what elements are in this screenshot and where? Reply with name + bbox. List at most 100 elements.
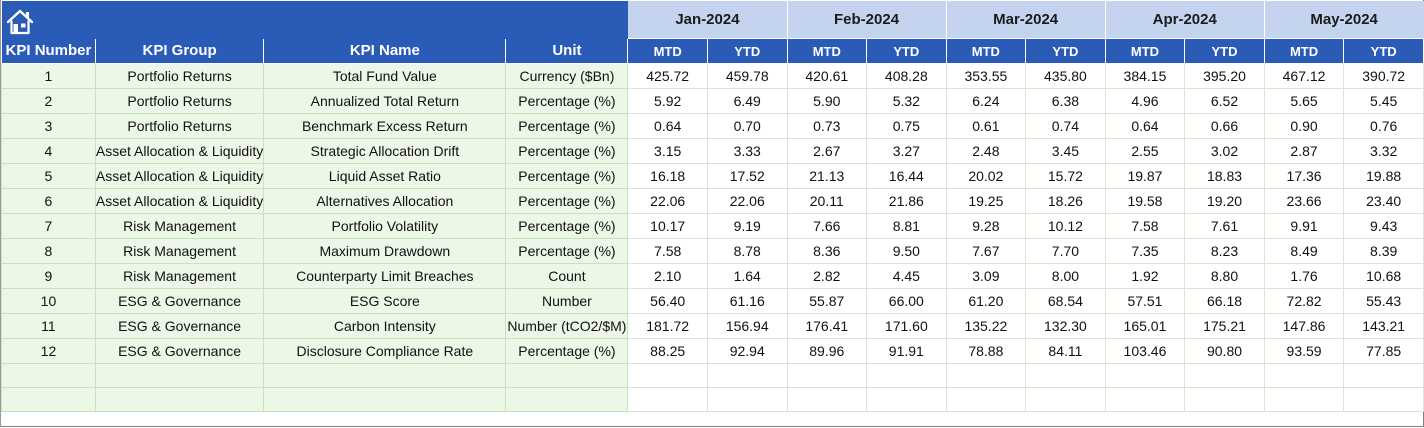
- empty-cell[interactable]: [1343, 387, 1424, 412]
- unit-cell[interactable]: Percentage (%): [505, 113, 629, 139]
- mtd-value-cell[interactable]: 467.12: [1263, 63, 1345, 89]
- empty-cell[interactable]: [1, 363, 96, 388]
- kpi-group-cell[interactable]: Asset Allocation & Liquidity: [94, 138, 265, 164]
- kpi-name-cell[interactable]: Alternatives Allocation: [263, 188, 507, 214]
- ytd-value-cell[interactable]: 9.50: [866, 238, 947, 264]
- mtd-value-cell[interactable]: 165.01: [1104, 313, 1186, 339]
- mtd-value-cell[interactable]: 3.15: [627, 138, 708, 164]
- unit-cell[interactable]: Currency ($Bn): [505, 63, 629, 89]
- empty-cell[interactable]: [1343, 363, 1424, 388]
- home-icon[interactable]: [5, 8, 35, 36]
- mtd-value-cell[interactable]: 5.90: [786, 88, 868, 114]
- unit-cell[interactable]: Percentage (%): [505, 138, 629, 164]
- empty-cell[interactable]: [627, 387, 708, 412]
- kpi-name-cell[interactable]: Liquid Asset Ratio: [263, 163, 507, 189]
- mtd-value-cell[interactable]: 0.90: [1263, 113, 1345, 139]
- ytd-value-cell[interactable]: 19.88: [1343, 163, 1424, 189]
- ytd-value-cell[interactable]: 23.40: [1343, 188, 1424, 214]
- ytd-value-cell[interactable]: 175.21: [1184, 313, 1265, 339]
- ytd-value-cell[interactable]: 156.94: [706, 313, 788, 339]
- kpi-number-cell[interactable]: 2: [1, 88, 96, 114]
- mtd-value-cell[interactable]: 3.09: [945, 263, 1027, 289]
- mtd-value-cell[interactable]: 23.66: [1263, 188, 1345, 214]
- kpi-number-cell[interactable]: 10: [1, 288, 96, 314]
- kpi-number-cell[interactable]: 4: [1, 138, 96, 164]
- ytd-value-cell[interactable]: 0.66: [1184, 113, 1265, 139]
- ytd-value-cell[interactable]: 6.52: [1184, 88, 1265, 114]
- ytd-value-cell[interactable]: 16.44: [866, 163, 947, 189]
- ytd-value-cell[interactable]: 66.18: [1184, 288, 1265, 314]
- ytd-value-cell[interactable]: 4.45: [866, 263, 947, 289]
- ytd-value-cell[interactable]: 9.43: [1343, 213, 1424, 239]
- kpi-name-cell[interactable]: Benchmark Excess Return: [263, 113, 507, 139]
- ytd-value-cell[interactable]: 77.85: [1343, 338, 1424, 364]
- mtd-value-cell[interactable]: 5.92: [627, 88, 708, 114]
- mtd-value-cell[interactable]: 103.46: [1104, 338, 1186, 364]
- mtd-value-cell[interactable]: 21.13: [786, 163, 868, 189]
- kpi-name-cell[interactable]: Maximum Drawdown: [263, 238, 507, 264]
- mtd-value-cell[interactable]: 0.64: [1104, 113, 1186, 139]
- kpi-number-cell[interactable]: 1: [1, 63, 96, 89]
- mtd-value-cell[interactable]: 0.64: [627, 113, 708, 139]
- mtd-value-cell[interactable]: 181.72: [627, 313, 708, 339]
- mtd-value-cell[interactable]: 20.02: [945, 163, 1027, 189]
- mtd-value-cell[interactable]: 9.28: [945, 213, 1027, 239]
- kpi-number-cell[interactable]: 5: [1, 163, 96, 189]
- empty-cell[interactable]: [706, 363, 788, 388]
- empty-cell[interactable]: [1104, 387, 1186, 412]
- mtd-value-cell[interactable]: 384.15: [1104, 63, 1186, 89]
- mtd-value-cell[interactable]: 16.18: [627, 163, 708, 189]
- ytd-value-cell[interactable]: 17.52: [706, 163, 788, 189]
- ytd-value-cell[interactable]: 1.64: [706, 263, 788, 289]
- ytd-value-cell[interactable]: 10.68: [1343, 263, 1424, 289]
- kpi-name-cell[interactable]: Carbon Intensity: [263, 313, 507, 339]
- ytd-value-cell[interactable]: 61.16: [706, 288, 788, 314]
- ytd-value-cell[interactable]: 7.70: [1025, 238, 1106, 264]
- unit-cell[interactable]: Percentage (%): [505, 213, 629, 239]
- mtd-value-cell[interactable]: 176.41: [786, 313, 868, 339]
- mtd-value-cell[interactable]: 2.55: [1104, 138, 1186, 164]
- ytd-value-cell[interactable]: 5.32: [866, 88, 947, 114]
- empty-cell[interactable]: [1184, 363, 1265, 388]
- mtd-value-cell[interactable]: 420.61: [786, 63, 868, 89]
- unit-cell[interactable]: Percentage (%): [505, 88, 629, 114]
- mtd-value-cell[interactable]: 6.24: [945, 88, 1027, 114]
- empty-cell[interactable]: [786, 363, 868, 388]
- ytd-value-cell[interactable]: 3.45: [1025, 138, 1106, 164]
- mtd-value-cell[interactable]: 2.87: [1263, 138, 1345, 164]
- empty-cell[interactable]: [786, 387, 868, 412]
- empty-cell[interactable]: [505, 387, 629, 412]
- ytd-value-cell[interactable]: 91.91: [866, 338, 947, 364]
- mtd-value-cell[interactable]: 88.25: [627, 338, 708, 364]
- mtd-value-cell[interactable]: 78.88: [945, 338, 1027, 364]
- mtd-value-cell[interactable]: 8.36: [786, 238, 868, 264]
- mtd-value-cell[interactable]: 10.17: [627, 213, 708, 239]
- kpi-group-cell[interactable]: ESG & Governance: [94, 338, 265, 364]
- kpi-group-cell[interactable]: Asset Allocation & Liquidity: [94, 188, 265, 214]
- mtd-value-cell[interactable]: 353.55: [945, 63, 1027, 89]
- unit-cell[interactable]: Percentage (%): [505, 188, 629, 214]
- kpi-name-cell[interactable]: Portfolio Volatility: [263, 213, 507, 239]
- ytd-value-cell[interactable]: 3.27: [866, 138, 947, 164]
- unit-cell[interactable]: Percentage (%): [505, 163, 629, 189]
- ytd-value-cell[interactable]: 143.21: [1343, 313, 1424, 339]
- ytd-value-cell[interactable]: 3.02: [1184, 138, 1265, 164]
- ytd-value-cell[interactable]: 5.45: [1343, 88, 1424, 114]
- mtd-value-cell[interactable]: 135.22: [945, 313, 1027, 339]
- mtd-value-cell[interactable]: 7.35: [1104, 238, 1186, 264]
- mtd-value-cell[interactable]: 2.10: [627, 263, 708, 289]
- kpi-name-cell[interactable]: Strategic Allocation Drift: [263, 138, 507, 164]
- kpi-name-cell[interactable]: Annualized Total Return: [263, 88, 507, 114]
- empty-cell[interactable]: [866, 387, 947, 412]
- empty-cell[interactable]: [505, 363, 629, 388]
- kpi-group-cell[interactable]: Asset Allocation & Liquidity: [94, 163, 265, 189]
- empty-cell[interactable]: [1025, 363, 1106, 388]
- ytd-value-cell[interactable]: 18.83: [1184, 163, 1265, 189]
- ytd-value-cell[interactable]: 435.80: [1025, 63, 1106, 89]
- empty-cell[interactable]: [263, 387, 507, 412]
- ytd-value-cell[interactable]: 0.74: [1025, 113, 1106, 139]
- ytd-value-cell[interactable]: 9.19: [706, 213, 788, 239]
- mtd-value-cell[interactable]: 5.65: [1263, 88, 1345, 114]
- empty-cell[interactable]: [706, 387, 788, 412]
- empty-cell[interactable]: [627, 363, 708, 388]
